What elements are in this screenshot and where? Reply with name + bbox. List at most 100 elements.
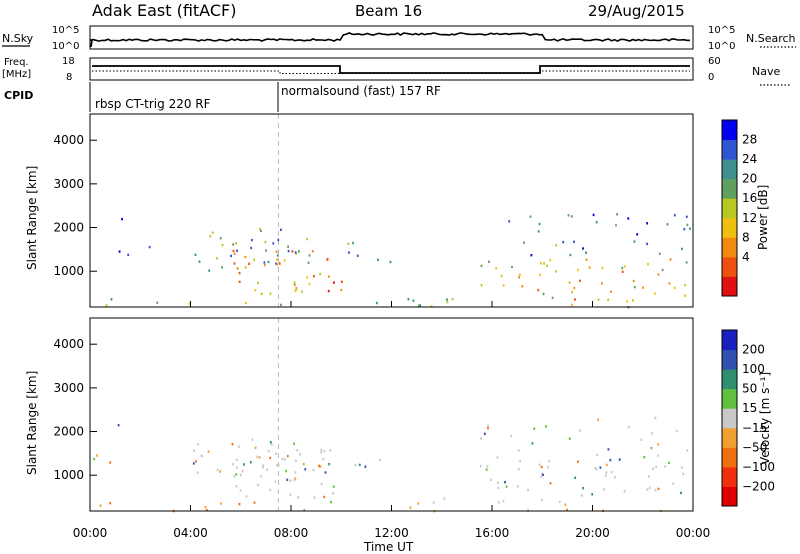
heatmap-cell (577, 460, 579, 463)
heatmap-cell (657, 487, 660, 491)
heatmap-cell (269, 292, 272, 295)
heatmap-cell (287, 249, 290, 253)
heatmap-cell (664, 465, 667, 468)
heatmap-cell (270, 443, 273, 446)
colorbar-tick-label: 24 (742, 152, 757, 166)
heatmap-cell (256, 483, 259, 487)
heatmap-cell (523, 241, 525, 244)
heatmap-cell (323, 495, 326, 499)
heatmap-cell (558, 500, 561, 504)
heatmap-cell (570, 215, 573, 218)
heatmap-cell (680, 491, 682, 495)
heatmap-cell (430, 305, 433, 308)
heatmap-cell (480, 284, 483, 287)
heatmap-cell (276, 263, 278, 266)
heatmap-cell (278, 262, 281, 265)
heatmap-cell (296, 449, 299, 452)
heatmap-cell (276, 258, 278, 261)
heatmap-cell (235, 458, 238, 461)
heatmap-cell (564, 503, 567, 506)
cpid-segment-1: rbsp CT-trig 220 RF (95, 97, 211, 111)
nave-tick-low: 0 (708, 72, 714, 83)
heatmap-cell (538, 463, 541, 466)
heatmap-cell (238, 271, 241, 275)
velocity-ylabel: Slant Range [km] (25, 371, 39, 475)
heatmap-cell (241, 469, 244, 473)
heatmap-cell (303, 509, 306, 512)
heatmap-cell (596, 453, 598, 457)
heatmap-cell (498, 501, 500, 504)
heatmap-cell (320, 451, 323, 454)
colorbar-segment (722, 198, 737, 219)
heatmap-cell (311, 250, 314, 253)
heatmap-cell (281, 457, 284, 461)
heatmap-cell (669, 258, 672, 261)
heatmap-cell (657, 443, 660, 446)
freq-panel-frame (89, 57, 694, 81)
heatmap-cell (568, 437, 571, 440)
heatmap-cell (269, 441, 272, 444)
heatmap-cell (529, 215, 532, 218)
power-ylabel: Slant Range [km] (25, 166, 39, 270)
colorbar-tick-label: 28 (742, 133, 757, 147)
heatmap-cell (616, 213, 618, 216)
heatmap-cell (295, 287, 298, 291)
heatmap-cell (99, 504, 102, 507)
heatmap-cell (233, 252, 236, 255)
y-tick-label: 3000 (53, 177, 84, 191)
heatmap-cell (110, 298, 113, 301)
heatmap-cell (419, 304, 421, 307)
heatmap-cell (276, 254, 279, 257)
heatmap-cell (294, 471, 297, 474)
heatmap-cell (156, 301, 159, 304)
heatmap-cell (632, 279, 635, 283)
y-tick-label: 1000 (53, 468, 84, 482)
heatmap-cell (673, 286, 676, 289)
nsky-panel-frame (89, 25, 694, 50)
heatmap-cell (301, 290, 303, 293)
colorbar-segment (722, 159, 737, 180)
heatmap-cell (327, 289, 330, 293)
heatmap-cell (666, 223, 669, 226)
heatmap-cell (500, 274, 503, 278)
heatmap-cell (604, 474, 607, 477)
heatmap-cell (502, 499, 505, 503)
heatmap-cell (260, 229, 262, 233)
heatmap-cell (251, 438, 254, 441)
heatmap-cell (188, 302, 191, 306)
heatmap-cell (235, 473, 238, 476)
heatmap-cell (297, 496, 299, 499)
heatmap-cell (332, 492, 334, 495)
heatmap-cell (546, 264, 548, 267)
x-tick-label: 16:00 (475, 526, 510, 540)
nsky-trace (89, 32, 691, 48)
heatmap-cell (654, 416, 657, 420)
heatmap-cell (540, 465, 543, 469)
colorbar-tick-label: 200 (742, 343, 765, 357)
heatmap-cell (322, 458, 325, 461)
heatmap-cell (267, 260, 270, 264)
heatmap-cell (221, 243, 224, 247)
heatmap-cell (682, 472, 685, 475)
heatmap-cell (511, 265, 513, 269)
heatmap-cell (219, 237, 222, 240)
heatmap-cell (352, 241, 354, 245)
velocity-colorbar: 200 100 50 15 −15 −50 −100 −200 (721, 329, 775, 507)
heatmap-cell (627, 217, 630, 220)
velocity-colorbar-label: Velocity [m s⁻¹] (758, 372, 772, 465)
heatmap-cell (668, 282, 671, 285)
heatmap-cell (236, 249, 238, 252)
heatmap-cell (519, 460, 522, 463)
heatmap-cell (508, 220, 511, 223)
heatmap-cell (328, 462, 331, 466)
heatmap-cell (540, 262, 542, 265)
heatmap-cell (293, 478, 296, 482)
heatmap-cell (293, 281, 296, 284)
power-colorbar-label: Power [dB] (756, 185, 770, 250)
heatmap-cell (486, 465, 489, 468)
y-tick-label: 4000 (53, 337, 84, 351)
heatmap-cell (504, 481, 506, 484)
heatmap-cell (283, 458, 286, 461)
heatmap-cell (607, 448, 610, 451)
heatmap-cell (689, 227, 691, 230)
